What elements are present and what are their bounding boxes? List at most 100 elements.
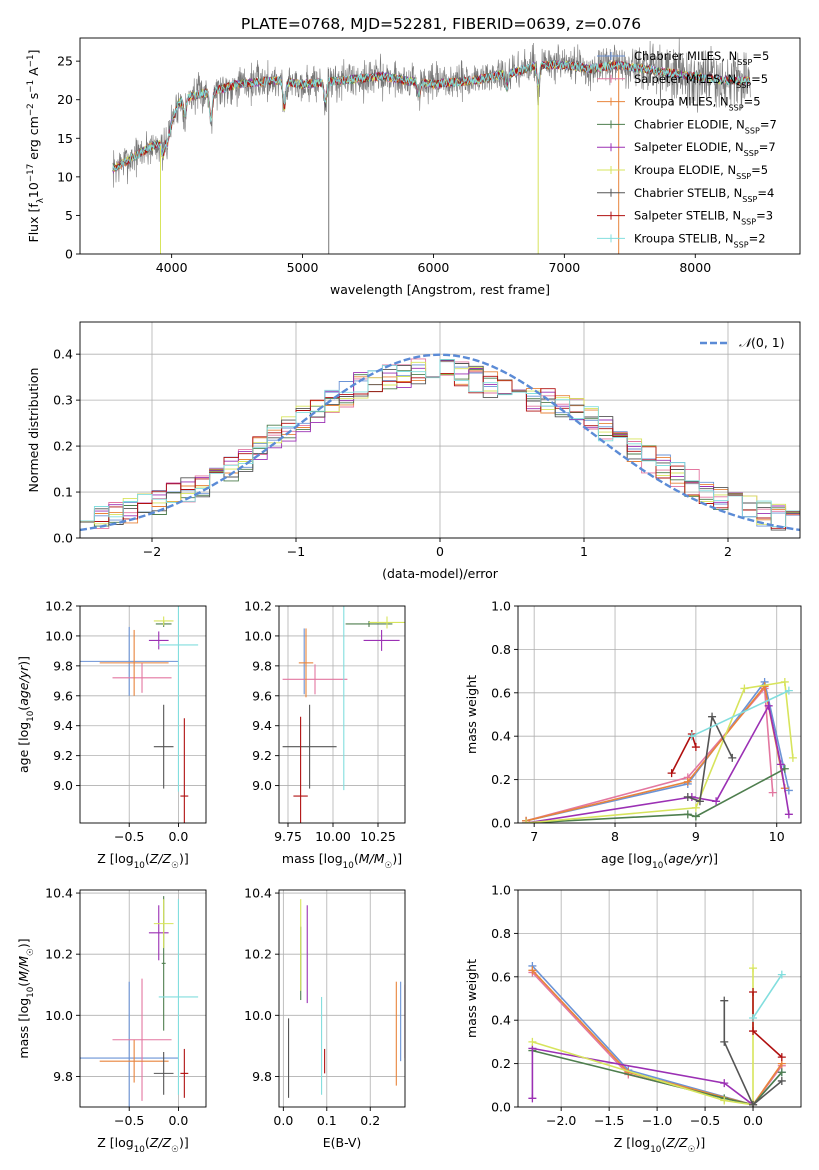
x-axis-label-part: ☉ [688, 1145, 696, 1155]
massweight-marker-7 [720, 996, 729, 1005]
massweight-line-1 [525, 680, 790, 822]
legend-label-5-part: Salpeter ELODIE, N [634, 140, 744, 154]
x-tick-label: 7 [530, 829, 538, 844]
x-tick-label: −2 [143, 544, 161, 559]
legend-label-1-part: SSP [737, 58, 752, 67]
x-axis-label-part: )] [179, 1135, 189, 1150]
y-axis-label-part: −2 [26, 103, 36, 116]
x-tick-label: 0.0 [168, 829, 188, 844]
y-tick-label: 0.1 [53, 485, 73, 500]
model-spectrum-6 [112, 60, 751, 172]
y-tick-label: 0.4 [491, 729, 511, 744]
massweight-marker-6 [788, 753, 797, 762]
x-axis-label-part: )] [179, 851, 189, 866]
plot-area [80, 606, 199, 823]
legend-label-6: Kroupa ELODIE, NSSP=5 [634, 163, 768, 181]
legend-label-8: Salpeter STELIB, NSSP=3 [634, 209, 773, 227]
axes-frame [517, 605, 802, 824]
y-tick-label: 0.0 [491, 1100, 511, 1115]
legend-label-2-part: Salpeter MILES, N [634, 72, 736, 86]
panel-spectrum: 4000 5000 6000 7000 8000 0 5 10 15 20 25 wavelength… [26, 37, 801, 297]
massweight-marker-7 [683, 792, 692, 801]
y-tick-label: 10.4 [244, 886, 272, 901]
massweight-marker-8 [749, 1027, 758, 1036]
y-tick-label: 9.8 [53, 1069, 73, 1084]
axes: 4000 5000 6000 7000 8000 0 5 10 15 20 25 wavelength… [26, 37, 801, 297]
legend-label-7-part: =4 [757, 186, 774, 200]
y-axis-label-part: 10 [26, 987, 36, 998]
axes: −2.0 −1.5 −1.0 −0.5 0.0 0.0 0.2 0.4 0.6 0.8 1.0 mas… [464, 883, 802, 1155]
grid [279, 605, 405, 823]
y-tick-label: 9.8 [252, 658, 272, 673]
x-axis-label-part: 10 [134, 861, 145, 871]
x-tick-label: 0.0 [743, 1113, 763, 1128]
y-tick-label: 9.4 [53, 718, 73, 733]
x-axis-label-part: )] [708, 851, 718, 866]
massweight-marker-6 [740, 684, 749, 693]
y-tick-label: 0.8 [491, 926, 511, 941]
y-tick-label: 0.3 [53, 393, 73, 408]
grid [80, 605, 206, 823]
x-tick-label: 9.75 [274, 829, 302, 844]
massweight-marker-7 [720, 1037, 729, 1046]
figure-title: PLATE=0768, MJD=52281, FIBERID=0639, z=0… [241, 15, 641, 33]
massweight-line-7 [687, 714, 734, 803]
y-axis-label-part: −17 [26, 164, 36, 182]
massweight-marker-6 [749, 964, 758, 973]
y-axis-label-part: Flux [f [26, 203, 41, 243]
axes: 7 8 9 10 0.0 0.2 0.4 0.6 0.8 1.0 mass weight age [l… [464, 599, 802, 871]
legend-label-gaussian-part: (0, 1) [751, 335, 785, 350]
plot-area [112, 38, 751, 254]
x-axis-label: wavelength [Angstrom, rest frame] [330, 282, 550, 297]
y-tick-label: 9.8 [252, 1069, 272, 1084]
x-axis-label-part: ( [663, 851, 668, 866]
y-axis-label-part: age [log [16, 722, 31, 773]
massweight-marker-4 [777, 1068, 786, 1077]
massweight-marker-6 [780, 677, 789, 686]
axes-frame [79, 889, 207, 1108]
y-axis-label: Normed distribution [26, 368, 41, 493]
massweight-line-7 [723, 1000, 783, 1107]
y-axis-label-part: age/yr [16, 665, 31, 706]
y-axis-label-part: )] [16, 938, 31, 948]
y-tick-label: 5 [65, 208, 73, 223]
y-tick-label: 0.2 [53, 439, 73, 454]
y-axis-label-part: ☉ [26, 948, 36, 956]
x-axis-label-part: )] [392, 851, 402, 866]
x-tick-label: −1.5 [594, 1113, 624, 1128]
legend-label-3: Kroupa MILES, NSSP=5 [634, 95, 761, 113]
x-tick-label: 8000 [679, 260, 711, 275]
y-tick-label: 0 [65, 247, 73, 262]
x-axis-label-part: Z [log [97, 1135, 133, 1150]
gaussian-curve [80, 353, 800, 532]
y-tick-label: 10.2 [45, 947, 73, 962]
x-tick-label: −2.0 [546, 1113, 576, 1128]
massweight-line-5 [525, 703, 790, 823]
y-axis-label-part: )] [16, 656, 31, 666]
y-tick-label: 10.0 [45, 628, 73, 643]
legend-label-1: Chabrier MILES, NSSP=5 [634, 49, 769, 67]
massweight-marker-9 [749, 1014, 758, 1023]
legend-label-4: Chabrier ELODIE, NSSP=7 [634, 117, 777, 135]
massweight-line-6 [532, 968, 754, 1106]
y-tick-label: 0.6 [491, 969, 511, 984]
legend-label-9-part: SSP [734, 240, 749, 249]
x-tick-label: −0.5 [690, 1113, 720, 1128]
legend-label-8-part: SSP [741, 217, 756, 226]
legend-label-2: Salpeter MILES, NSSP=5 [634, 72, 768, 90]
y-axis-label-part: A [26, 67, 41, 80]
legend-label-8-part: Salpeter STELIB, N [634, 209, 741, 223]
x-axis-label-part: Z/Z [149, 1135, 172, 1150]
y-tick-label: 9.0 [252, 778, 272, 793]
y-tick-label: 10.2 [244, 947, 272, 962]
y-tick-label: 0.6 [491, 685, 511, 700]
panel-mass-vs-EBV: 0.0 0.1 0.2 9.8 10.0 10.2 10.4 E(B-V) [244, 886, 406, 1150]
massweight-line-8 [752, 992, 783, 1058]
y-tick-label: 9.2 [252, 748, 272, 763]
y-tick-label: 10 [57, 169, 73, 184]
x-axis-label-part: ( [661, 1135, 666, 1150]
x-axis-label-part: M/M [359, 851, 385, 866]
legend-label-7: Chabrier STELIB, NSSP=4 [634, 186, 774, 204]
legend-label-4-part: =7 [760, 117, 777, 131]
